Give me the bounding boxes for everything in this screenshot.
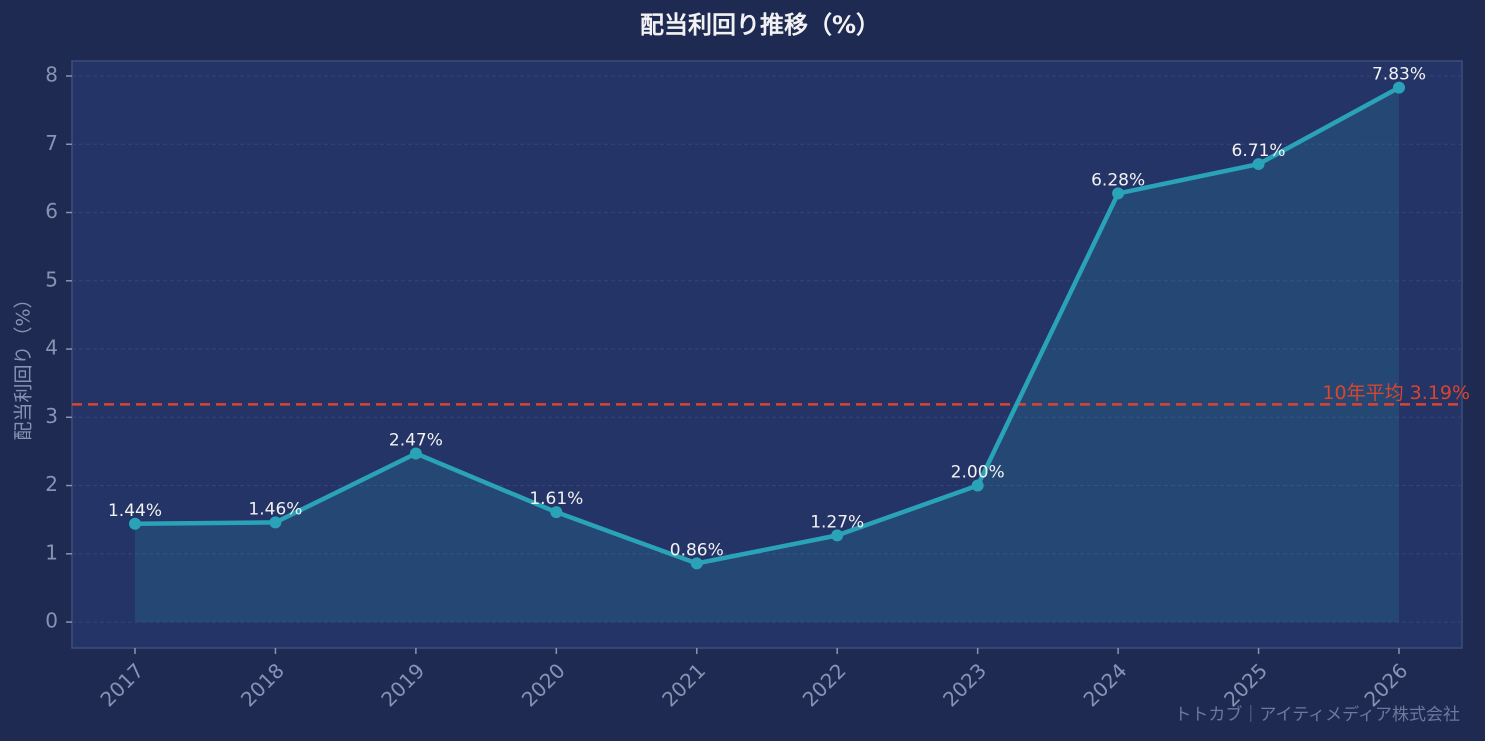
y-tick-label: 3	[45, 404, 58, 428]
value-label: 1.44%	[108, 501, 162, 521]
y-tick-label: 1	[45, 540, 58, 564]
area	[135, 87, 1399, 623]
point	[1252, 158, 1265, 171]
point	[831, 529, 844, 542]
point	[550, 506, 563, 519]
point	[971, 479, 984, 492]
y-tick-label: 0	[45, 609, 58, 633]
y-tick-label: 7	[45, 131, 58, 155]
point	[269, 516, 282, 529]
value-label: 6.71%	[1232, 141, 1286, 161]
y-tick-label: 2	[45, 472, 58, 496]
value-label: 1.27%	[810, 512, 864, 532]
y-tick-label: 4	[45, 336, 58, 360]
value-label: 2.00%	[951, 463, 1005, 483]
y-axis-label: 配当利回り（%）	[13, 289, 35, 440]
point	[1112, 187, 1125, 200]
value-label: 1.46%	[248, 499, 302, 519]
value-label: 7.83%	[1372, 65, 1426, 85]
point	[1393, 81, 1405, 94]
chart-title: 配当利回り推移（%）	[640, 11, 880, 39]
y-tick-label: 5	[45, 267, 58, 291]
reference-label: 10年平均 3.19%	[1322, 382, 1470, 404]
value-label: 6.28%	[1091, 170, 1145, 190]
watermark: トトカブ｜アイティメディア株式会社	[1174, 704, 1460, 725]
value-label: 1.61%	[529, 489, 583, 509]
y-tick-label: 8	[45, 63, 58, 87]
point	[409, 447, 422, 460]
line	[134, 85, 1401, 566]
value-label: 2.47%	[389, 430, 443, 450]
point	[690, 557, 703, 570]
y-tick-label: 6	[45, 199, 58, 223]
point	[129, 517, 141, 530]
value-label: 0.86%	[670, 540, 724, 560]
